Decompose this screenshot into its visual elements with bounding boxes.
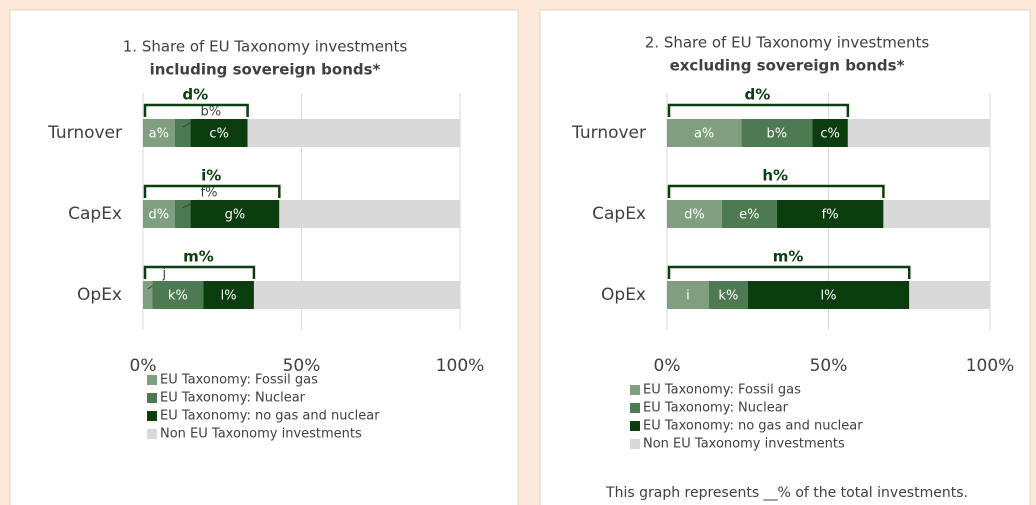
- legend-label: EU Taxonomy: Nuclear: [160, 391, 306, 406]
- data-label: c%: [209, 127, 229, 142]
- data-label: b%: [767, 127, 788, 142]
- legend-label: EU Taxonomy: no gas and nuclear: [160, 409, 380, 424]
- legend-label: EU Taxonomy: Nuclear: [643, 401, 789, 416]
- bar-segment: [776, 200, 884, 228]
- x-tick-label: 50%: [810, 356, 848, 376]
- legend-label: Non EU Taxonomy investments: [643, 437, 845, 452]
- chart-title: 1. Share of EU Taxonomy investments: [123, 38, 408, 56]
- data-label: b%: [201, 105, 222, 120]
- bar-segment: [812, 119, 848, 147]
- data-label: g%: [225, 208, 246, 223]
- category-label: OpEx: [601, 285, 646, 305]
- data-label: l%: [821, 289, 837, 304]
- data-label: i: [686, 289, 690, 304]
- bar-segment: [667, 200, 722, 228]
- category-label: Turnover: [571, 123, 646, 143]
- category-label: Turnover: [47, 123, 122, 143]
- legend-swatch: [147, 375, 157, 385]
- data-label: c%: [820, 127, 840, 142]
- data-label: d%: [149, 208, 170, 223]
- data-label: j: [162, 267, 167, 282]
- legend-swatch: [630, 439, 640, 449]
- data-label: f%: [201, 186, 218, 201]
- bracket-label: h%: [762, 167, 788, 185]
- category-label: CapEx: [592, 204, 646, 224]
- data-label: e%: [739, 208, 759, 223]
- bar-segment: [174, 200, 191, 228]
- bracket: [143, 184, 281, 198]
- bar-segment: [143, 281, 153, 309]
- legend-label: Non EU Taxonomy investments: [160, 427, 362, 442]
- bar-segment: [667, 281, 709, 309]
- data-label: f%: [822, 208, 839, 223]
- x-tick-label: 0%: [130, 356, 157, 376]
- bar-segment: [174, 119, 191, 147]
- x-tick-label: 50%: [283, 356, 321, 376]
- data-label: a%: [149, 127, 169, 142]
- bar-segment: [143, 119, 175, 147]
- bar-segment: [152, 281, 204, 309]
- x-tick-label: 100%: [966, 356, 1015, 376]
- bracket: [667, 184, 885, 198]
- bracket-label: i%: [201, 167, 221, 185]
- legend-label: EU Taxonomy: no gas and nuclear: [643, 419, 863, 434]
- bar-segment: [721, 200, 777, 228]
- bar-segment: [279, 200, 460, 228]
- legend-swatch: [147, 411, 157, 421]
- bar-segment: [190, 200, 280, 228]
- legend-swatch: [147, 429, 157, 439]
- category-label: OpEx: [77, 285, 122, 305]
- legend-label: EU Taxonomy: Fossil gas: [160, 373, 318, 388]
- chart-title: 2. Share of EU Taxonomy investments: [645, 34, 930, 52]
- x-tick-label: 0%: [654, 356, 681, 376]
- bar-segment: [747, 281, 910, 309]
- footnote: This graph represents __% of the total i…: [605, 485, 968, 501]
- bracket-label: d%: [745, 86, 771, 104]
- bar-segment: [909, 281, 990, 309]
- bar-segment: [847, 119, 990, 147]
- legend-swatch: [630, 403, 640, 413]
- legend-swatch: [147, 393, 157, 403]
- chart-subtitle: excluding sovereign bonds*: [670, 57, 905, 75]
- bracket: [667, 265, 911, 279]
- panel: [9, 9, 519, 505]
- bar-segment: [247, 119, 460, 147]
- bar-segment: [741, 119, 813, 147]
- category-label: CapEx: [68, 204, 122, 224]
- bracket: [143, 103, 249, 117]
- bar-segment: [883, 200, 990, 228]
- bracket-label: m%: [773, 248, 804, 266]
- legend-label: EU Taxonomy: Fossil gas: [643, 383, 801, 398]
- legend-swatch: [630, 385, 640, 395]
- bar-segment: [253, 281, 460, 309]
- bracket-label: m%: [183, 248, 214, 266]
- data-label: d%: [684, 208, 705, 223]
- chart-subtitle: including sovereign bonds*: [150, 61, 381, 79]
- data-label: k%: [718, 289, 738, 304]
- bar-segment: [143, 200, 175, 228]
- bracket-label: d%: [182, 86, 208, 104]
- bar-segment: [190, 119, 248, 147]
- data-label: k%: [168, 289, 188, 304]
- bar-segment: [708, 281, 748, 309]
- panel: [539, 9, 1031, 505]
- bracket: [143, 265, 256, 279]
- legend-swatch: [630, 421, 640, 431]
- x-tick-label: 100%: [436, 356, 485, 376]
- data-label: a%: [694, 127, 714, 142]
- bar-segment: [203, 281, 254, 309]
- bracket: [667, 103, 850, 117]
- bar-segment: [667, 119, 742, 147]
- data-label: l%: [221, 289, 237, 304]
